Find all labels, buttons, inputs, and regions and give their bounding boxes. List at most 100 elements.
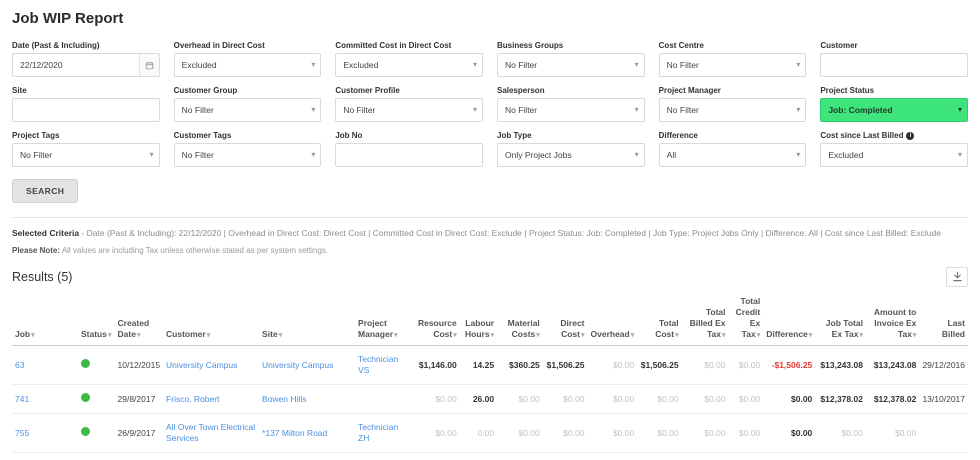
customer-group-select[interactable]: No Filter ▾ [173, 98, 322, 122]
filter-label-text: Project Status [820, 86, 875, 95]
status-green-icon [81, 427, 90, 437]
project-status-select[interactable]: Job: Completed ▾ [820, 98, 968, 122]
select-value: Only Project Jobs [505, 150, 572, 160]
table-header-row: Job▾ Status▾ Created Date▾ Customer▾ Site▾ Pr… [12, 292, 968, 347]
filter-customer-profile: Customer Profile No Filter ▾ [335, 86, 483, 122]
job-type-select[interactable]: Only Project Jobs ▾ [497, 143, 645, 167]
column-header-job[interactable]: Job▾ [12, 292, 78, 347]
cell-job-total-ex-tax: $26,405.27 [815, 452, 866, 460]
select-value: No Filter [181, 150, 214, 160]
project-manager-link[interactable]: Technician ZH [358, 422, 399, 444]
cell-total-cost: $0.00 [637, 384, 682, 415]
customer-input[interactable] [821, 54, 967, 76]
column-header-customer[interactable]: Customer▾ [163, 292, 260, 347]
project-manager-link-cell: Technician VS [355, 345, 414, 386]
job-link[interactable]: 63 [15, 359, 25, 370]
column-header-labour-hours[interactable]: Labour Hours▾ [459, 292, 498, 347]
chevron-down-icon: ▾ [311, 60, 316, 69]
filter-label-project-tags: Project Tags [12, 131, 160, 140]
cell-labour-hours: 0.00 [459, 452, 498, 460]
column-header-site[interactable]: Site▾ [259, 292, 356, 347]
column-header-difference[interactable]: Difference▾ [763, 292, 816, 347]
sort-caret-icon: ▾ [453, 332, 457, 340]
cell-total-credit-ex-tax: $0.00 [728, 413, 764, 454]
site-input-wrap [12, 98, 160, 122]
select-value: No Filter [181, 105, 214, 115]
filter-project-status: Project Status Job: Completed ▾ [820, 86, 968, 122]
cell-difference: -$1,506.25 [763, 345, 816, 386]
download-button[interactable] [946, 266, 968, 287]
site-input[interactable] [13, 99, 159, 121]
cell-job-total-ex-tax: $12,378.02 [815, 384, 866, 415]
table-row: 63 10/12/2015 University Campus University … [12, 345, 968, 386]
sort-caret-icon: ▾ [630, 332, 635, 340]
project-manager-link-cell [355, 384, 414, 415]
column-header-overhead[interactable]: Overhead▾ [587, 292, 638, 347]
committed-cost-in-direct-cost-select[interactable]: Excluded ▾ [335, 53, 483, 77]
site-link-cell: University Campus [259, 345, 356, 386]
column-header-total-credit-ex-tax[interactable]: Total Credit Ex Tax▾ [728, 292, 764, 347]
project-tags-select[interactable]: No Filter ▾ [12, 143, 160, 167]
job-link-cell: 63 [12, 345, 78, 386]
business-groups-select[interactable]: No Filter ▾ [497, 53, 645, 77]
calendar-icon[interactable] [138, 54, 159, 76]
filter-label-date-past-including: Date (Past & Including) [12, 41, 160, 50]
site-link[interactable]: *137 Milton Road [262, 427, 328, 438]
date-past-including-input[interactable] [13, 54, 159, 76]
filter-label-text: Project Manager [658, 86, 721, 95]
select-value: All [666, 150, 677, 160]
sort-caret-icon: ▾ [580, 332, 585, 340]
cost-since-last-billed-select[interactable]: Excluded ▾ [820, 143, 968, 167]
cell-overhead: $0.00 [587, 384, 638, 415]
column-header-material-costs[interactable]: Material Costs▾ [497, 292, 543, 347]
sort-caret-icon: ▾ [31, 332, 35, 340]
job-link[interactable]: 755 [15, 427, 30, 438]
project-manager-link-cell: Technician ZH [355, 413, 414, 454]
cell-last-billed: 28/8/2019 [919, 452, 968, 460]
filter-label-text: Committed Cost in Direct Cost [335, 41, 452, 50]
column-header-job-total-ex-tax[interactable]: Job Total Ex Tax▾ [815, 292, 866, 347]
customer-tags-select[interactable]: No Filter ▾ [173, 143, 322, 167]
filter-label-overhead-in-direct-cost: Overhead in Direct Cost [174, 41, 322, 50]
column-header-status[interactable]: Status▾ [78, 292, 115, 347]
cell-resource-cost: $0.00 [413, 413, 460, 454]
cell-amount-to-invoice-ex-tax: $0.00 [865, 413, 920, 454]
project-manager-select[interactable]: No Filter ▾ [658, 98, 807, 122]
select-value: No Filter [666, 60, 699, 70]
job-no-input[interactable] [336, 144, 482, 166]
results-table: Job▾ Status▾ Created Date▾ Customer▾ Site▾ Pr… [12, 292, 968, 460]
cell-direct-cost: $500.00 [542, 452, 588, 460]
status-green-icon [81, 359, 90, 369]
created-date-cell: 28/8/2019 [114, 452, 164, 460]
column-header-project-manager[interactable]: Project Manager▾ [355, 292, 414, 347]
salesperson-select[interactable]: No Filter ▾ [497, 98, 645, 122]
status-cell [78, 413, 115, 454]
customer-link[interactable]: Frisco, Robert [166, 393, 220, 404]
cell-amount-to-invoice-ex-tax: $25,905.27 [865, 452, 920, 460]
column-header-resource-cost[interactable]: Resource Cost▾ [413, 292, 460, 347]
column-header-total-cost[interactable]: Total Cost▾ [637, 292, 682, 347]
site-link[interactable]: University Campus [262, 359, 334, 370]
table-row: 1304 - Electrical Works28/8/2019Doe, Joh… [12, 452, 968, 460]
column-header-created-date[interactable]: Created Date▾ [114, 292, 164, 347]
project-manager-link[interactable]: Technician VS [358, 354, 399, 376]
column-header-total-billed-ex-tax[interactable]: Total Billed Ex Tax▾ [681, 292, 729, 347]
select-value: No Filter [343, 105, 376, 115]
filter-label-text: Site [12, 86, 27, 95]
customer-link[interactable]: All Over Town Electrical Services [166, 422, 256, 444]
filter-label-project-status: Project Status [820, 86, 968, 95]
column-header-direct-cost[interactable]: Direct Cost▾ [542, 292, 588, 347]
column-label: Total Cost [655, 317, 679, 340]
overhead-in-direct-cost-select[interactable]: Excluded ▾ [173, 53, 322, 77]
selected-criteria-label: Selected Criteria [12, 228, 80, 238]
difference-select[interactable]: All ▾ [658, 143, 807, 167]
job-link[interactable]: 741 [15, 393, 30, 404]
select-value: No Filter [505, 105, 538, 115]
customer-link[interactable]: University Campus [166, 359, 238, 370]
customer-profile-select[interactable]: No Filter ▾ [335, 98, 483, 122]
column-header-amount-to-invoice-ex-tax[interactable]: Amount to Invoice Ex Tax▾ [865, 292, 920, 347]
cost-centre-select[interactable]: No Filter ▾ [658, 53, 807, 77]
site-link[interactable]: Bowen Hills [262, 393, 307, 404]
filter-label-cost-centre: Cost Centre [659, 41, 807, 50]
search-button[interactable]: SEARCH [12, 179, 79, 203]
